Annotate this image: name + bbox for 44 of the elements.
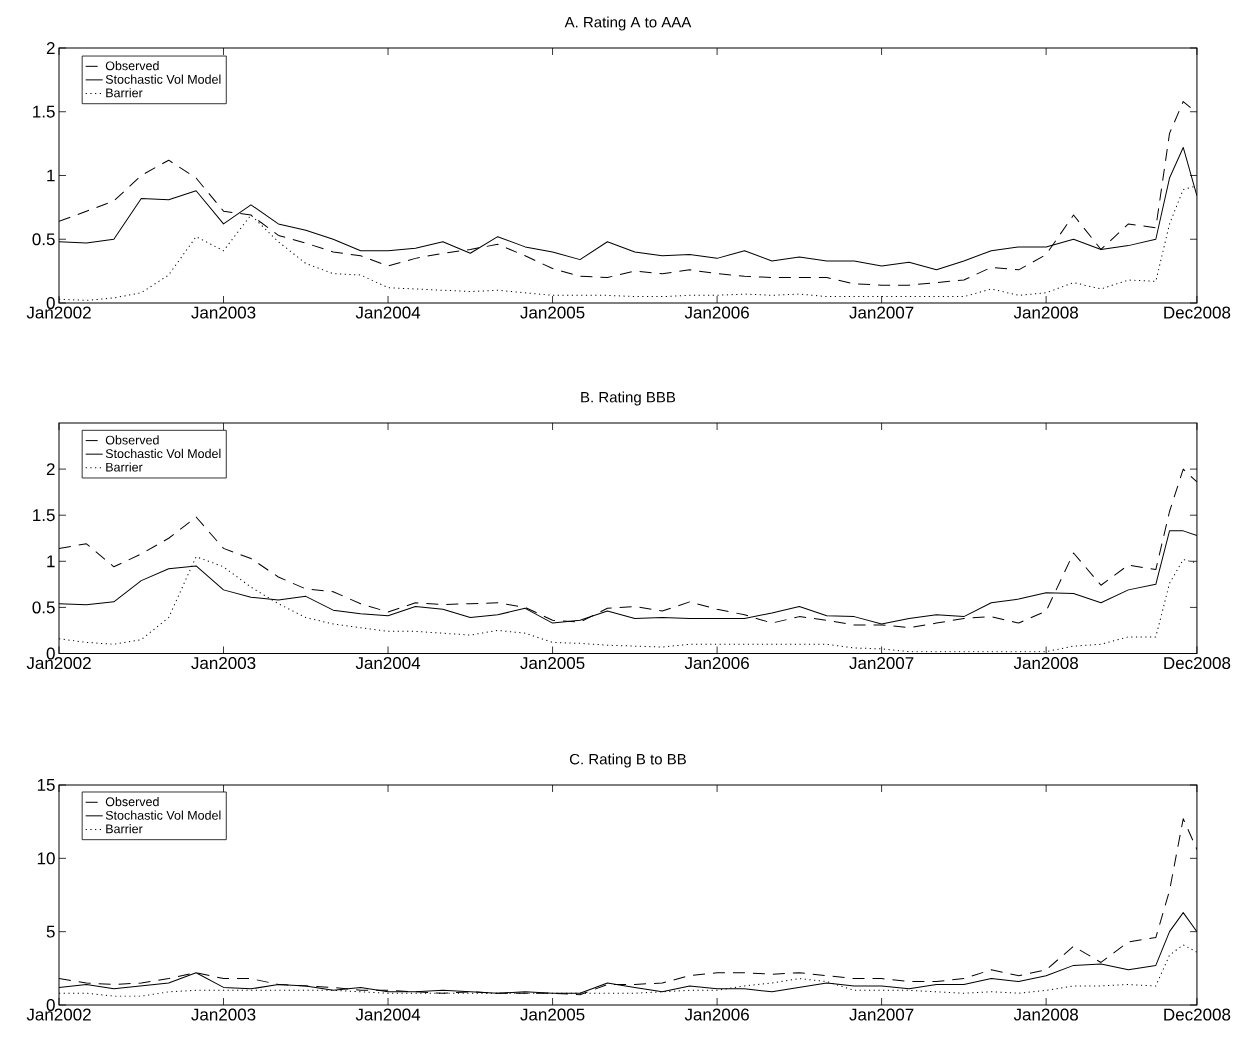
legend-label: Observed <box>105 61 159 71</box>
y-tick-label: 15 <box>37 779 55 791</box>
x-tick-label: Jan2006 <box>684 657 749 670</box>
x-tick-label: Jan2008 <box>1013 1008 1078 1021</box>
legend-label: Barrier <box>106 824 143 834</box>
legend-label: Barrier <box>106 462 143 472</box>
x-tick-label: Jan2007 <box>849 657 914 670</box>
y-tick-label: 1 <box>47 555 55 568</box>
x-tick-label: Jan2004 <box>355 657 421 670</box>
x-tick-label: Jan2003 <box>191 657 256 670</box>
y-tick-label: 5 <box>46 925 55 938</box>
legend-label: Barrier <box>106 88 143 98</box>
x-tick-label: Jan2004 <box>355 1008 421 1021</box>
y-tick-label: 0.5 <box>32 601 55 614</box>
y-tick-label: 0.5 <box>32 233 55 246</box>
x-tick-label: Jan2007 <box>849 306 914 319</box>
chart-title: C. Rating B to BB <box>569 753 686 768</box>
x-tick-label: Dec2008 <box>1164 306 1231 319</box>
legend-label: Observed <box>105 796 159 807</box>
x-tick-label: Dec2008 <box>1164 657 1231 670</box>
legend-label: Observed <box>105 435 159 445</box>
x-tick-label: Jan2007 <box>849 1008 914 1021</box>
x-tick-label: Jan2004 <box>355 306 421 319</box>
x-tick-label: Jan2006 <box>684 1008 749 1021</box>
x-tick-label: Jan2005 <box>520 306 585 319</box>
y-tick-label: 1 <box>47 169 55 182</box>
x-tick-label: Dec2008 <box>1164 1008 1231 1021</box>
x-tick-label: Jan2003 <box>191 306 256 319</box>
y-tick-label: 10 <box>37 852 55 865</box>
x-tick-label: Jan2003 <box>191 1008 256 1021</box>
legend-label: Stochastic Vol Model <box>105 448 221 459</box>
x-tick-label: Jan2006 <box>684 306 749 319</box>
y-tick-label: 2 <box>46 42 55 54</box>
legend-label: Stochastic Vol Model <box>105 74 221 84</box>
x-tick-label: Jan2008 <box>1013 306 1078 319</box>
x-tick-label: Jan2005 <box>520 1008 585 1021</box>
y-tick-label: 2 <box>46 463 55 476</box>
x-tick-label: Jan2005 <box>520 657 585 670</box>
x-tick-label: Jan2008 <box>1013 657 1078 670</box>
legend-label: Stochastic Vol Model <box>105 810 221 820</box>
chart-title: B. Rating BBB <box>581 391 676 406</box>
y-tick-label: 1.5 <box>33 509 55 522</box>
y-tick-label: 1.5 <box>33 105 55 118</box>
chart-title: A. Rating A to AAA <box>564 16 692 31</box>
